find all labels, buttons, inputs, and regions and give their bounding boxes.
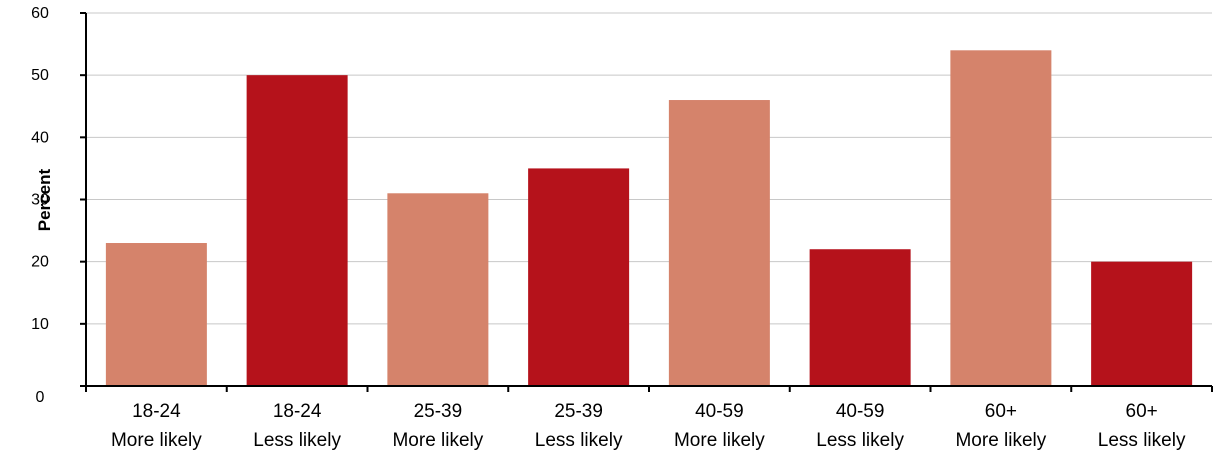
x-category-label: 25-39: [554, 401, 603, 422]
y-tick-label: 10: [31, 316, 49, 333]
y-tick-label: 60: [31, 5, 49, 22]
bar-2: [246, 75, 348, 387]
bar-8: [1091, 261, 1193, 386]
bar-7: [950, 50, 1052, 387]
x-category-sublabel: Less likely: [1098, 430, 1186, 451]
x-category-label: 18-24: [132, 401, 181, 422]
bar-6: [809, 249, 911, 386]
x-category-sublabel: More likely: [111, 430, 202, 451]
labels: 0 10 20 30 40 50 60 18-24 More likely 18-24 Less l…: [31, 5, 1186, 451]
x-category-label: 40-59: [836, 401, 885, 422]
bars: [105, 50, 1193, 387]
x-category-sublabel: Less likely: [816, 430, 904, 451]
bar-4: [528, 168, 630, 386]
y-tick-label: 30: [31, 192, 49, 209]
y-tick-label: 0: [36, 389, 45, 406]
x-category-sublabel: Less likely: [535, 430, 623, 451]
x-category-label: 60+: [1126, 401, 1158, 422]
y-tick-label: 50: [31, 67, 49, 84]
x-category-label: 25-39: [414, 401, 463, 422]
x-category-label: 18-24: [273, 401, 322, 422]
bar-3: [387, 193, 489, 386]
x-category-sublabel: More likely: [392, 430, 483, 451]
axes: [80, 12, 1213, 392]
x-category-label: 60+: [985, 401, 1017, 422]
x-category-label: 40-59: [695, 401, 744, 422]
bar-5: [668, 100, 770, 387]
x-category-sublabel: Less likely: [253, 430, 341, 451]
x-category-sublabel: More likely: [955, 430, 1046, 451]
y-axis-title: Percent: [35, 168, 54, 231]
x-category-sublabel: More likely: [674, 430, 765, 451]
y-tick-label: 40: [31, 129, 49, 146]
bar-1: [105, 243, 207, 386]
y-tick-label: 20: [31, 254, 49, 271]
